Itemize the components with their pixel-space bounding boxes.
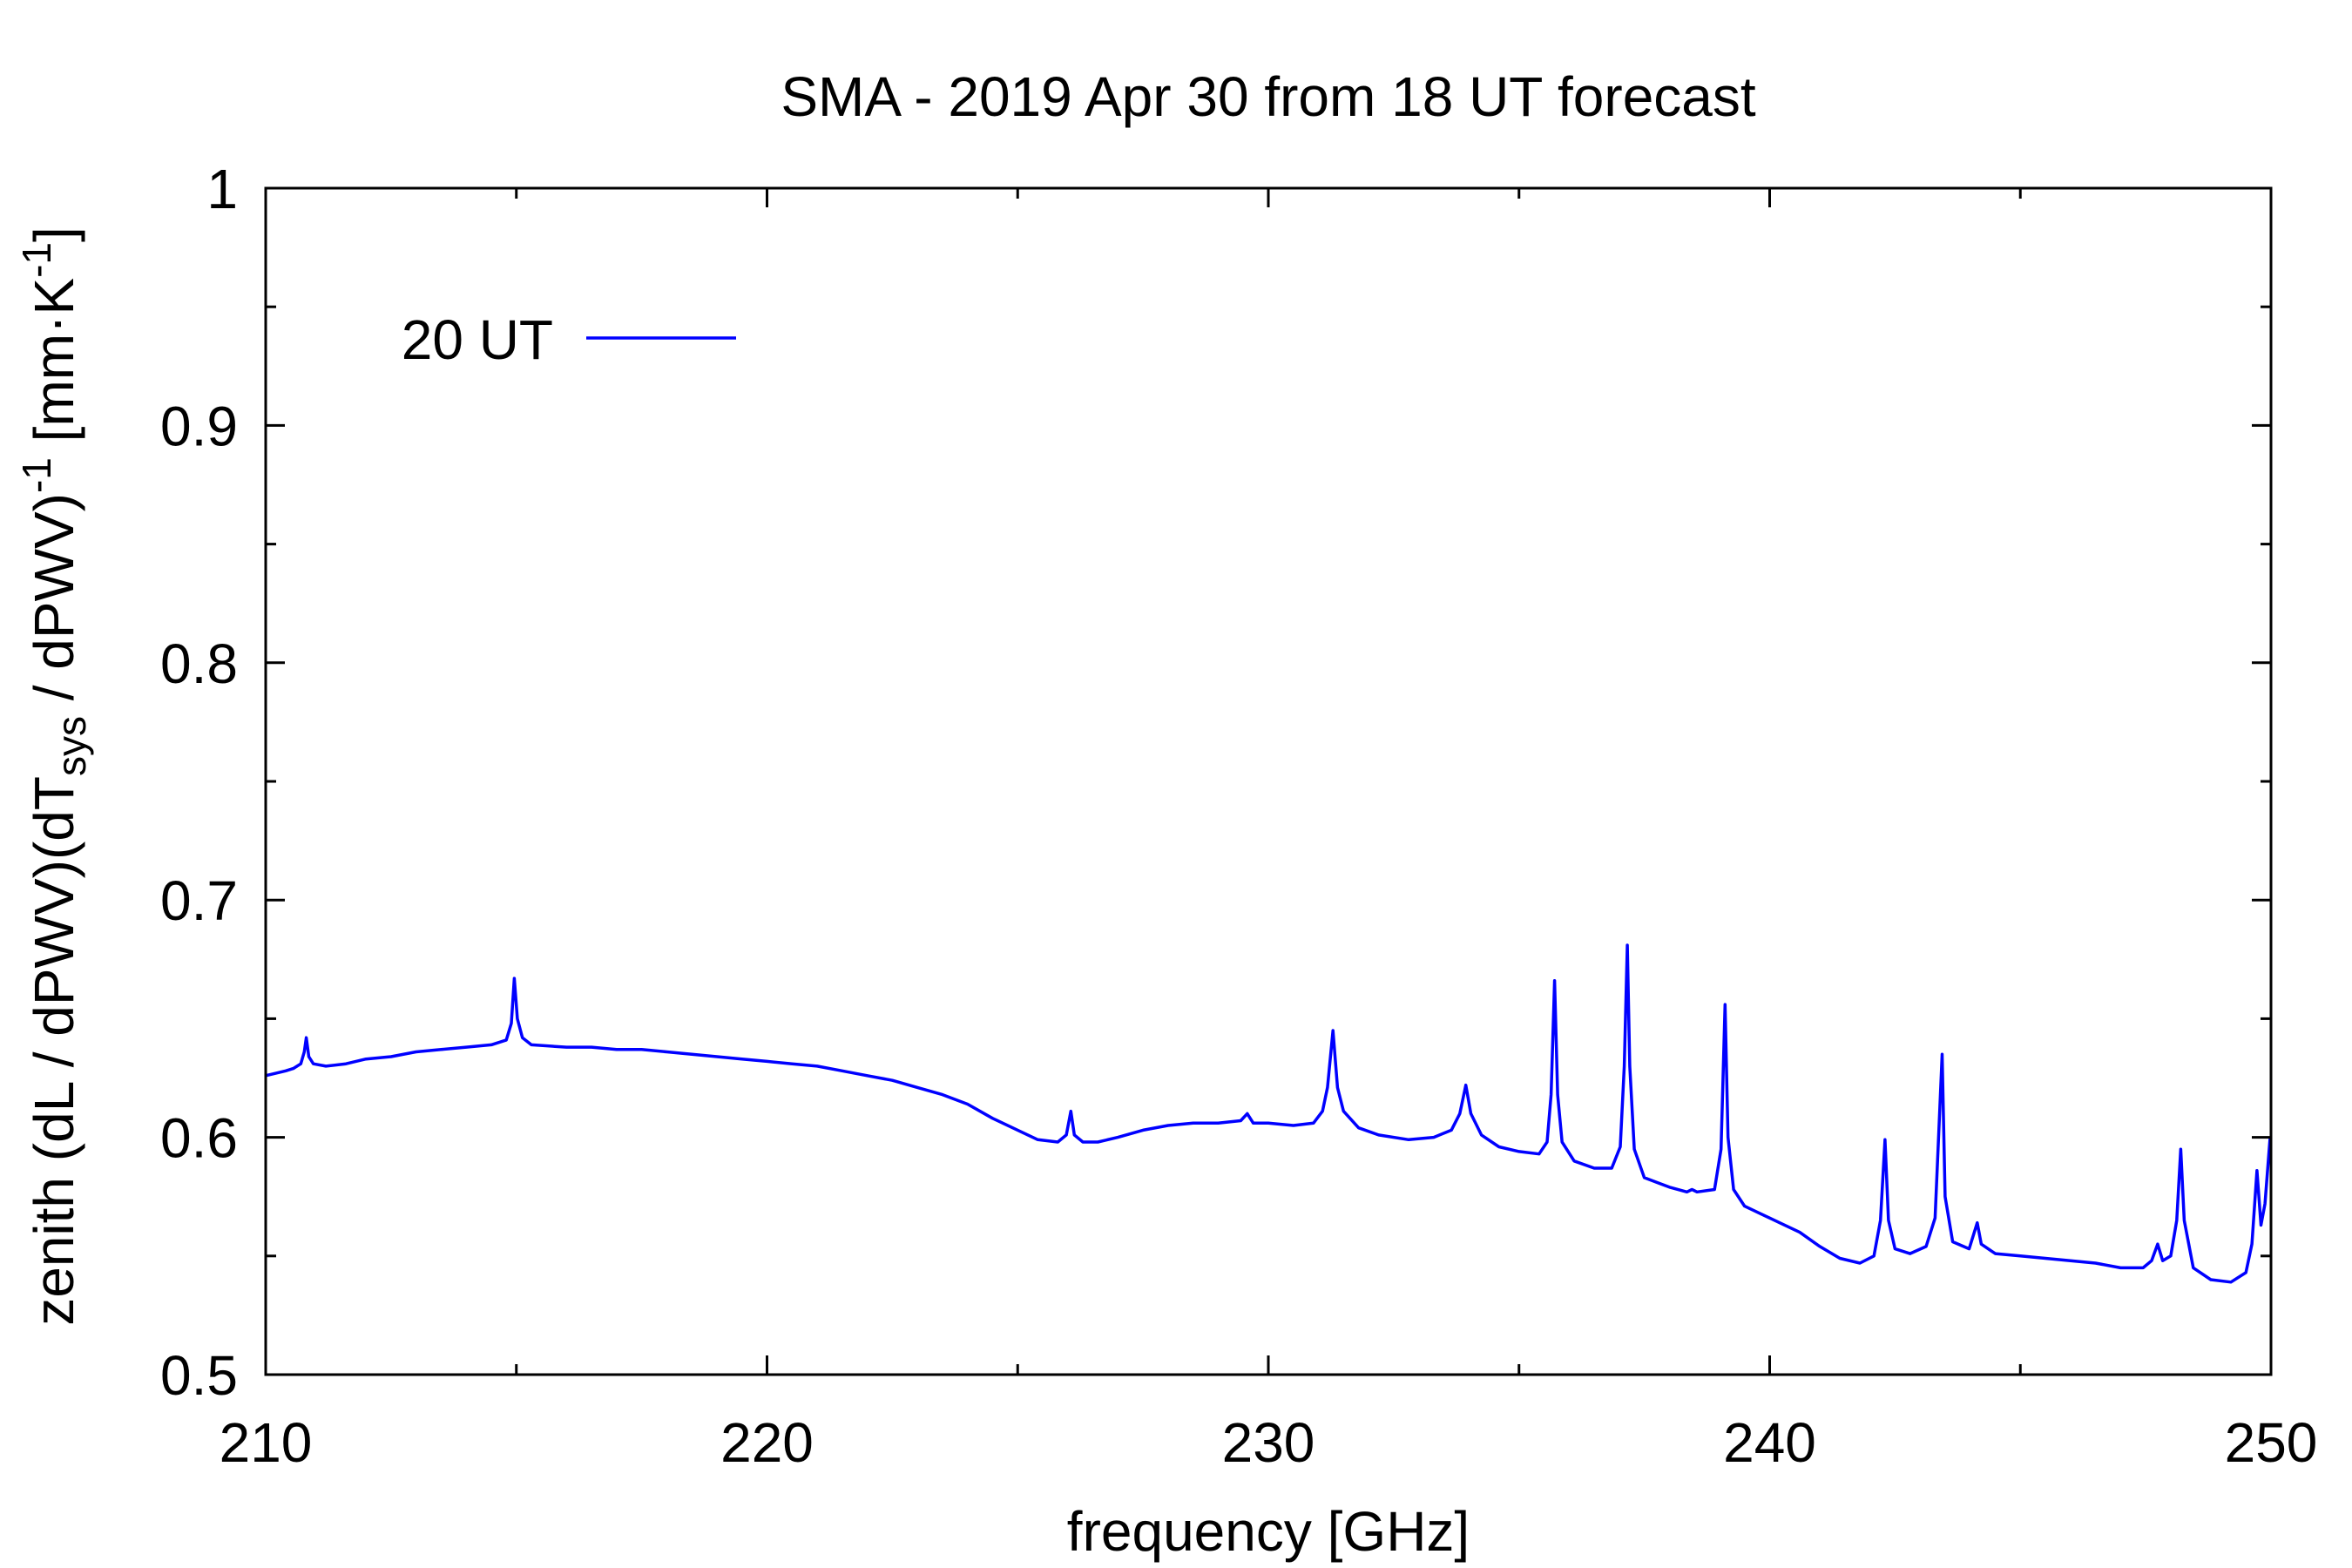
y-tick-label: 0.7 <box>160 869 238 932</box>
series-layer <box>266 943 2271 1284</box>
legend: 20 UT <box>402 308 736 371</box>
y-axis-label-text: / dPWV) <box>23 493 85 716</box>
axis-ticks <box>264 186 2273 1376</box>
y-axis-label-superscript: -1 <box>14 242 59 278</box>
axis-tick-labels: 210 220 230 240 250 0.5 0.6 0.7 0.8 0.9 1 <box>160 158 2317 1474</box>
y-tick-label: 0.9 <box>160 395 238 457</box>
y-tick-label: 1 <box>206 158 238 220</box>
y-axis-label-superscript: -1 <box>14 457 59 493</box>
x-tick-label: 210 <box>220 1411 313 1474</box>
y-tick-label: 0.6 <box>160 1107 238 1170</box>
x-tick-label: 220 <box>720 1411 814 1474</box>
y-axis-label-text: [mm·K <box>23 278 85 457</box>
y-tick-label: 0.8 <box>160 632 238 695</box>
x-axis-label: frequency [GHz] <box>1067 1500 1470 1563</box>
legend-label: 20 UT <box>402 308 553 371</box>
chart-title: SMA - 2019 Apr 30 from 18 UT forecast <box>781 65 1756 128</box>
x-tick-label: 250 <box>2225 1411 2318 1474</box>
y-axis-label-subscript: sys <box>49 716 94 776</box>
y-tick-label: 0.5 <box>160 1344 238 1407</box>
x-tick-label: 230 <box>1222 1411 1315 1474</box>
y-axis-label-text: ] <box>23 226 85 242</box>
series-line-0 <box>266 943 2271 1284</box>
y-axis-label-text: zenith (dL / dPWV)(dT <box>23 776 85 1326</box>
x-tick-label: 240 <box>1723 1411 1816 1474</box>
y-axis-label: zenith (dL / dPWV)(dTsys / dPWV)-1 [mm·K… <box>14 226 94 1326</box>
